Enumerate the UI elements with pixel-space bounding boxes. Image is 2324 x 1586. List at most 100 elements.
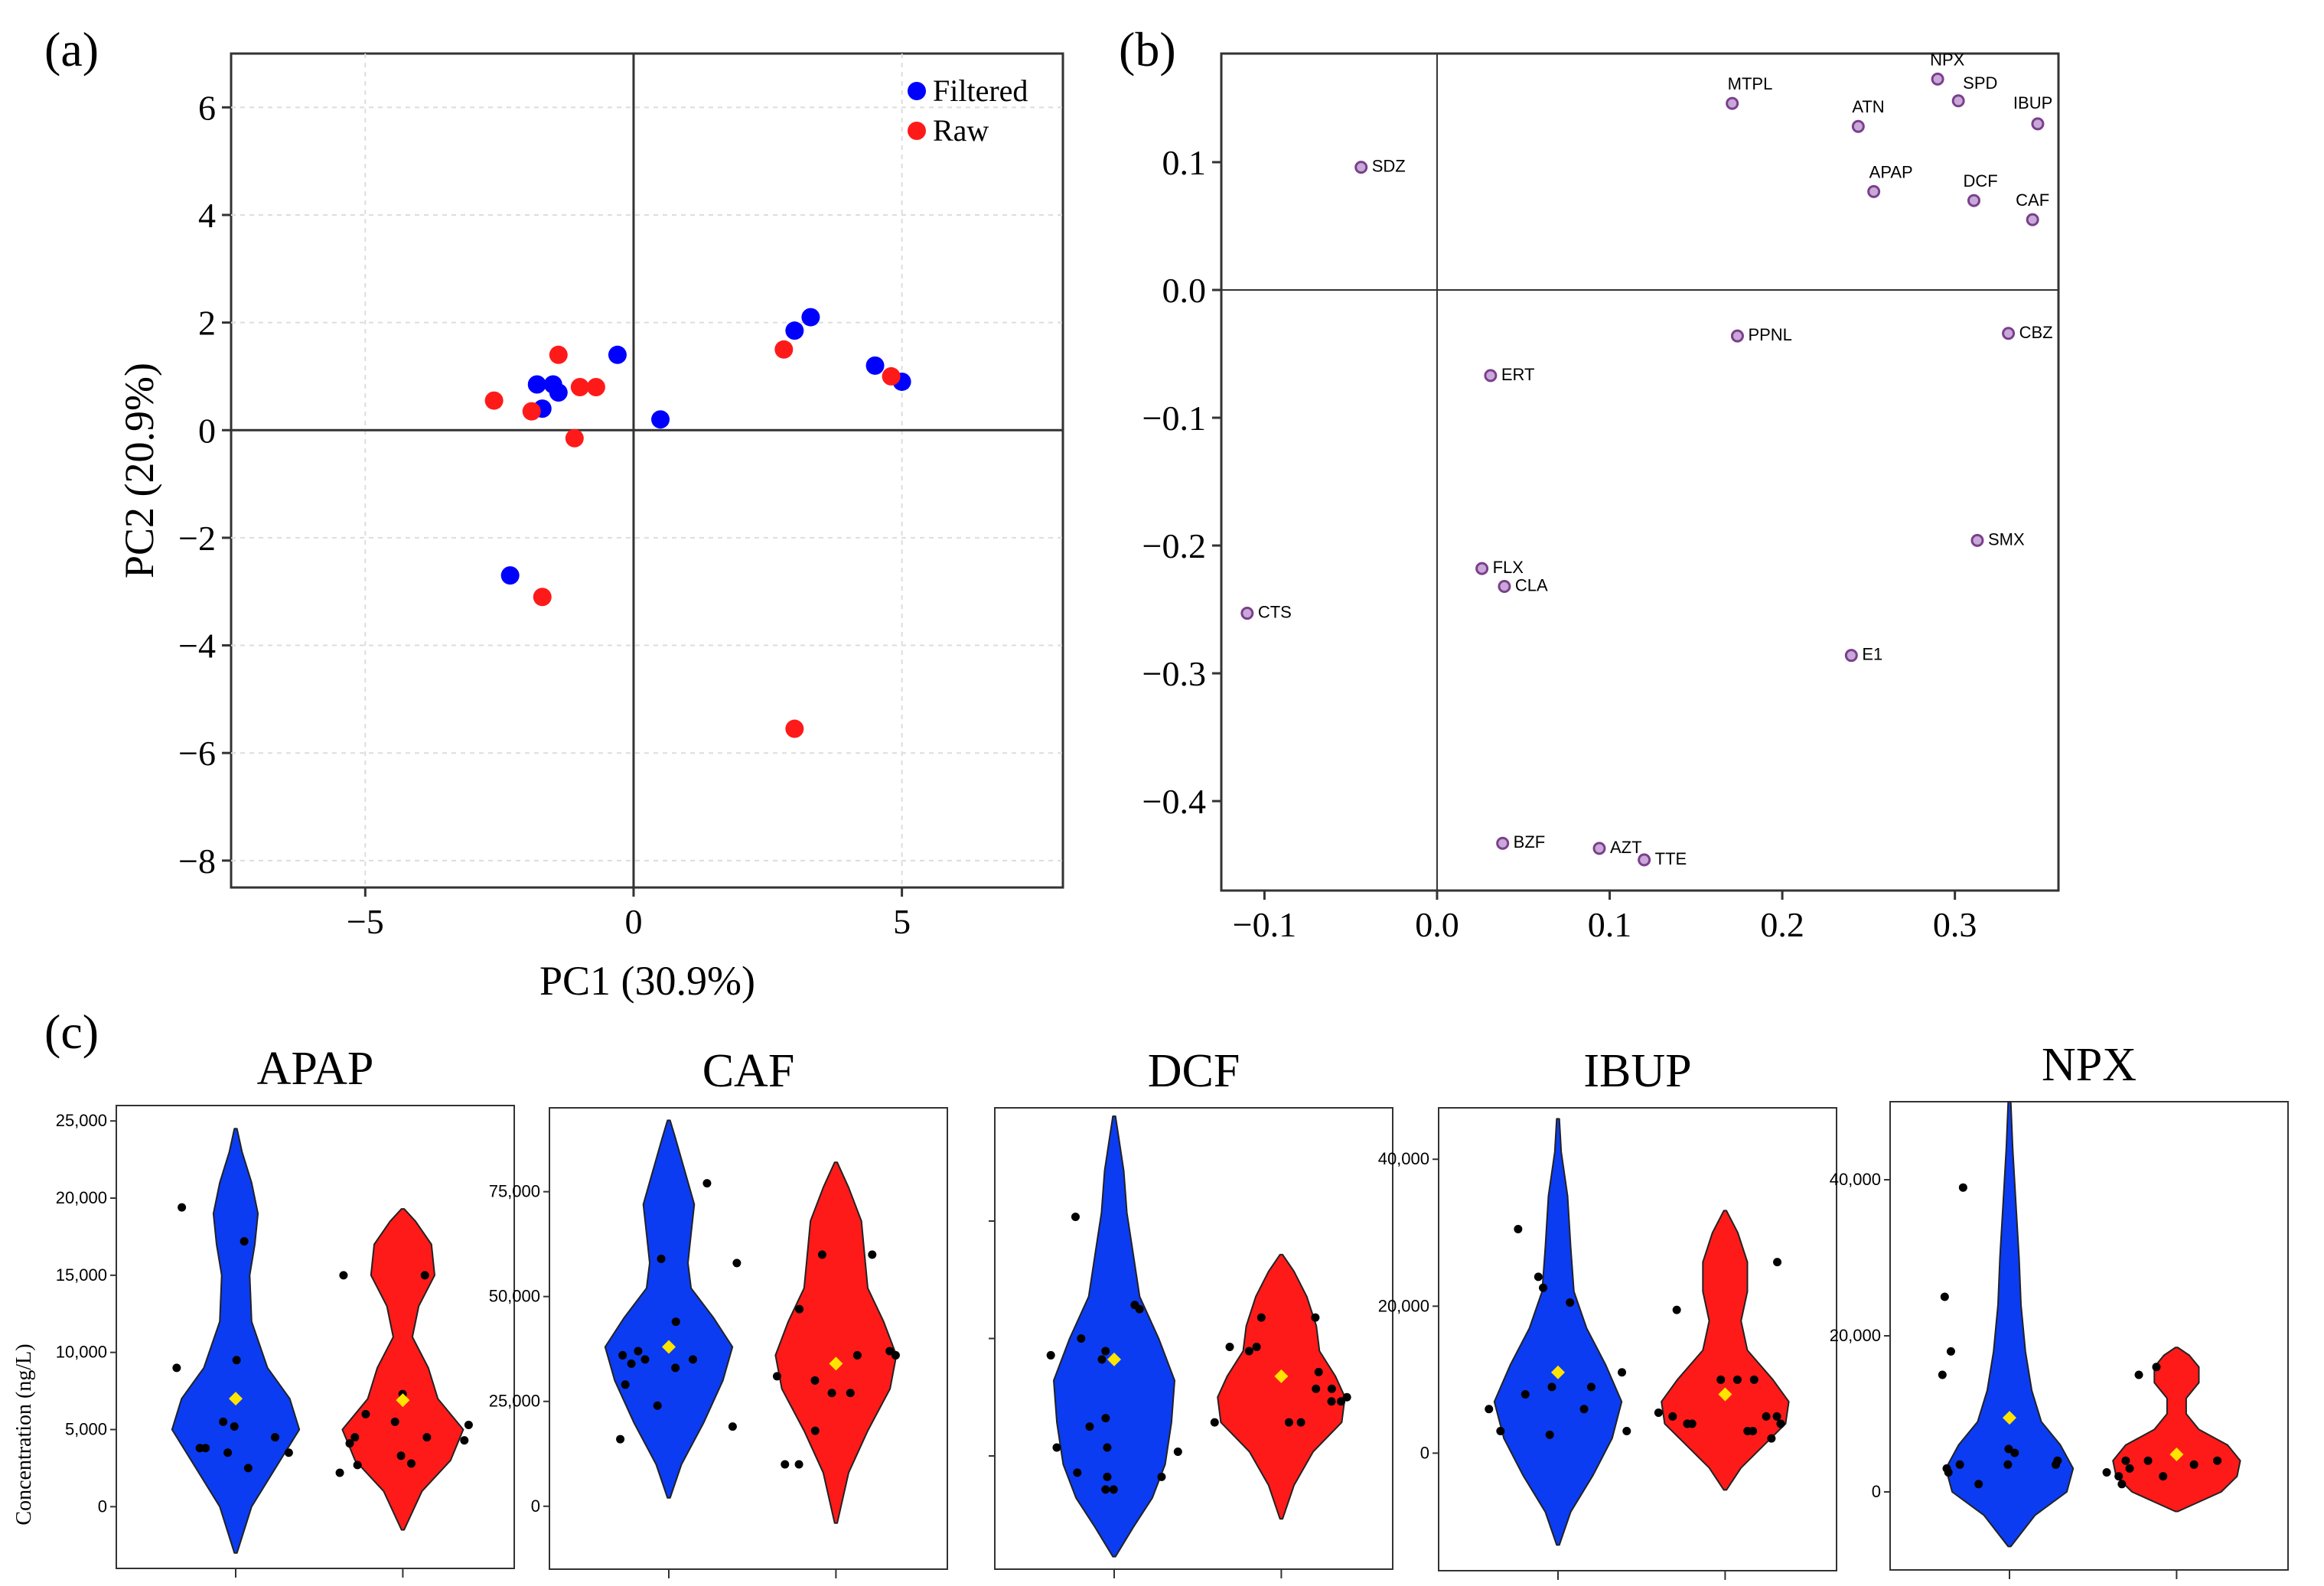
x-tick-label: 0.3 xyxy=(1933,905,1977,944)
pca-scores-zero-lines xyxy=(231,54,1063,887)
violin-panel-caf: CAF 0 25,000 50,000 75,000 xyxy=(489,1045,948,1578)
data-point xyxy=(1496,1427,1505,1436)
mean-marker xyxy=(662,1340,676,1354)
panel-label-b: (b) xyxy=(1119,22,1176,77)
y-tick-label: −4 xyxy=(178,627,216,666)
y-tick-label: 50,000 xyxy=(489,1287,540,1306)
data-point xyxy=(1311,1313,1320,1322)
loading-point xyxy=(1867,184,1881,198)
data-point xyxy=(2134,1370,2143,1379)
pca-loadings-zero-lines xyxy=(1221,54,2058,891)
data-point xyxy=(688,1355,697,1364)
data-point xyxy=(1284,1418,1293,1427)
data-point xyxy=(2159,1472,2168,1481)
data-point xyxy=(396,1451,406,1461)
legend-label-filtered: Filtered xyxy=(933,73,1028,108)
panel-label-a: (a) xyxy=(44,22,99,77)
data-point xyxy=(891,1350,900,1360)
y-tick-label: 25,000 xyxy=(489,1392,540,1411)
data-point xyxy=(1103,1443,1112,1452)
loading-label: CBZ xyxy=(2019,323,2053,342)
violin-raw xyxy=(774,1161,898,1524)
pca-scores-frame xyxy=(230,52,1064,889)
violin-filtered xyxy=(1944,1101,2075,1548)
data-point xyxy=(817,1250,826,1259)
data-point xyxy=(616,1435,625,1444)
y-tick-label: −2 xyxy=(178,519,216,558)
data-point xyxy=(1314,1367,1323,1376)
data-point xyxy=(1244,1347,1253,1356)
violin-panel-apap: APAP 0 5,000 10,000 15,000 20,000 25,000 xyxy=(56,1043,515,1578)
data-point xyxy=(2102,1468,2111,1477)
mean-marker xyxy=(2003,1411,2016,1425)
score-point-raw xyxy=(586,378,605,396)
data-point xyxy=(653,1401,662,1410)
loading-label: BZF xyxy=(1514,832,1546,852)
loading-label: SDZ xyxy=(1372,157,1406,176)
data-point xyxy=(1586,1382,1596,1392)
score-point-raw xyxy=(570,378,589,396)
data-point xyxy=(702,1179,712,1188)
data-point xyxy=(1776,1419,1785,1428)
data-point xyxy=(420,1271,429,1280)
loading-label: CTS xyxy=(1258,603,1292,622)
x-tick-label: 0 xyxy=(624,902,642,941)
loading-point xyxy=(1726,96,1739,110)
data-point xyxy=(728,1422,737,1431)
data-point xyxy=(270,1433,279,1442)
loading-label: ERT xyxy=(1501,365,1535,384)
data-point xyxy=(464,1420,473,1429)
y-tick-label: 20,000 xyxy=(1830,1326,1881,1345)
data-point xyxy=(1958,1183,1967,1192)
data-point xyxy=(1210,1418,1219,1427)
data-point xyxy=(657,1254,666,1263)
data-point xyxy=(335,1468,344,1477)
data-point xyxy=(460,1436,469,1445)
data-point xyxy=(1773,1258,1782,1267)
y-tick-label: −6 xyxy=(178,734,216,773)
y-tick-label: −0.2 xyxy=(1142,526,1206,565)
violin-plots: APAP 0 5,000 10,000 15,000 20,000 25,000 CAF 0 25… xyxy=(56,1039,2289,1580)
pca-scores-y-label: PC2 (20.9%) xyxy=(116,363,162,578)
violin-title: NPX xyxy=(2042,1039,2137,1091)
data-point xyxy=(1327,1397,1336,1406)
data-point xyxy=(640,1355,650,1364)
data-point xyxy=(1940,1292,1949,1301)
panel-label-c: (c) xyxy=(44,1005,99,1059)
violin-filtered xyxy=(1053,1115,1175,1558)
score-point-raw xyxy=(565,428,584,448)
data-point xyxy=(1103,1472,1112,1481)
y-tick-label: 0 xyxy=(98,1496,107,1516)
data-point xyxy=(2189,1460,2199,1469)
data-point xyxy=(1327,1384,1336,1393)
data-point xyxy=(1130,1301,1139,1310)
data-point xyxy=(772,1372,781,1381)
data-point xyxy=(1654,1409,1663,1418)
data-point xyxy=(1097,1355,1107,1364)
data-point xyxy=(1762,1412,1771,1421)
data-point xyxy=(1101,1347,1110,1356)
data-point xyxy=(1534,1272,1543,1282)
violin-title: CAF xyxy=(702,1045,795,1097)
y-tick-label: −0.1 xyxy=(1142,399,1206,438)
loading-point xyxy=(1638,853,1651,867)
loading-point xyxy=(1475,562,1489,575)
pca-loadings-plot: −0.1 0.0 0.1 0.2 0.3 0.10.0−0.1−0.2−0.3−0.4 … xyxy=(1142,50,2060,944)
data-point xyxy=(885,1347,895,1356)
data-point xyxy=(1312,1384,1321,1393)
violin-panel-ibup: IBUP 0 20,000 40,000 xyxy=(1378,1045,1837,1580)
loading-label: E1 xyxy=(1862,645,1882,664)
data-point xyxy=(350,1433,360,1442)
data-point xyxy=(1566,1298,1575,1307)
violin-panel-dcf: DCF xyxy=(989,1045,1393,1578)
pca-loadings-x-ticks: −0.1 0.0 0.1 0.2 0.3 xyxy=(1233,891,1977,944)
loading-label: CLA xyxy=(1515,575,1548,594)
y-tick-label: 5,000 xyxy=(65,1420,107,1439)
data-point xyxy=(1772,1412,1781,1421)
data-point xyxy=(390,1417,399,1426)
data-point xyxy=(1622,1427,1631,1436)
data-point xyxy=(1521,1390,1530,1399)
mean-marker xyxy=(2169,1448,2184,1462)
data-point xyxy=(1296,1418,1305,1427)
